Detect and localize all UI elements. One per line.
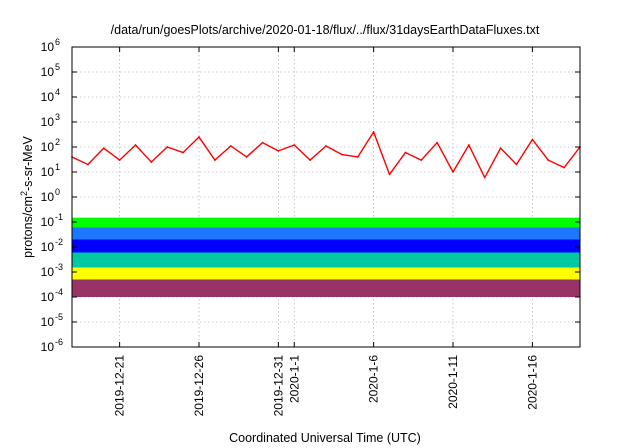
series-point: [483, 176, 486, 179]
y-tick-label-exponent: 6: [55, 37, 60, 47]
series-point: [309, 159, 312, 161]
series-point: [404, 151, 407, 154]
x-tick-label: 2019-12-26: [192, 355, 206, 417]
series-point: [166, 146, 169, 148]
y-tick-label-exponent: -6: [55, 337, 63, 347]
y-tick-label: 10-3: [41, 262, 63, 279]
y-axis-label-sup: 2: [19, 191, 29, 196]
y-tick-label-exponent: 5: [55, 62, 60, 72]
series-point: [547, 159, 550, 161]
series-point: [325, 145, 327, 147]
series-point: [102, 147, 105, 150]
series-line: [71, 131, 581, 179]
y-axis-label-prefix: protons/cm: [21, 196, 35, 258]
series-point: [150, 161, 153, 163]
y-tick-label: 104: [41, 87, 60, 104]
y-tick-label-exponent: -4: [55, 287, 63, 297]
x-tick-label: 2020-1-6: [367, 355, 381, 403]
chart-title: /data/run/goesPlots/archive/2020-01-18/f…: [111, 23, 540, 37]
y-tick-label-exponent: -2: [55, 237, 63, 247]
series-point: [467, 144, 470, 146]
y-tick-label-exponent: -5: [55, 312, 63, 322]
series-point: [420, 159, 423, 161]
y-axis-label: protons/cm2-s-sr-MeV: [19, 135, 35, 257]
y-tick-label-exponent: -3: [55, 262, 63, 272]
grid: [72, 46, 580, 348]
x-tick-label: 2019-12-21: [113, 355, 127, 417]
series-band: [72, 252, 580, 268]
series-band: [72, 279, 580, 297]
series-point: [452, 171, 454, 173]
series-point: [356, 156, 359, 158]
series-point: [436, 141, 439, 144]
series-point: [134, 144, 137, 146]
series-point: [229, 145, 232, 147]
series-point: [515, 163, 518, 166]
series-point: [563, 166, 566, 169]
series-point: [372, 131, 375, 133]
y-tick-label-exponent: 0: [55, 187, 60, 197]
series-point: [118, 159, 121, 161]
y-tick-label: 10-1: [41, 212, 63, 229]
series-point: [261, 141, 264, 144]
x-tick-label: 2020-1-16: [525, 355, 539, 410]
series-point: [293, 144, 296, 146]
y-tick-label: 102: [41, 137, 60, 154]
y-tick-label: 10-4: [41, 287, 63, 304]
y-tick-label-exponent: 1: [55, 162, 60, 172]
y-tick-label: 106: [41, 37, 60, 54]
x-tick-label: 2020-1-11: [446, 355, 460, 409]
y-tick-label: 103: [41, 112, 60, 129]
series-point: [182, 151, 185, 154]
y-axis-label-suffix: -s-sr-MeV: [21, 135, 35, 191]
series-band: [72, 239, 580, 255]
series-point: [245, 156, 248, 158]
series-point: [86, 163, 89, 166]
y-tick-label: 10-5: [41, 312, 63, 329]
y-tick-label: 10-6: [41, 337, 63, 354]
x-axis: 2019-12-21 2019-12-26 2019-12-31 2020-1-1 20…: [113, 47, 539, 417]
x-tick-label: 2020-1-1: [287, 355, 301, 403]
y-tick-label: 105: [41, 62, 60, 79]
y-tick-label-exponent: 2: [55, 137, 60, 147]
y-axis: 10-610-510-410-310-210-11001011021031041…: [41, 37, 580, 354]
series-point: [198, 136, 200, 138]
x-axis-label: Coordinated Universal Time (UTC): [229, 431, 421, 445]
series-point: [388, 173, 391, 176]
y-tick-label-exponent: -1: [55, 212, 63, 222]
series-point: [499, 147, 502, 150]
y-tick-label-exponent: 4: [55, 87, 60, 97]
x-tick-label: 2019-12-31: [271, 355, 285, 417]
series-point: [277, 149, 280, 152]
y-tick-label: 10-2: [41, 237, 63, 254]
series-point: [213, 159, 216, 161]
series-point: [340, 153, 343, 156]
series-point: [531, 138, 534, 141]
y-tick-label: 100: [41, 187, 60, 204]
y-tick-label: 101: [41, 162, 60, 179]
y-tick-label-exponent: 3: [55, 112, 60, 122]
series-group: [71, 131, 581, 297]
